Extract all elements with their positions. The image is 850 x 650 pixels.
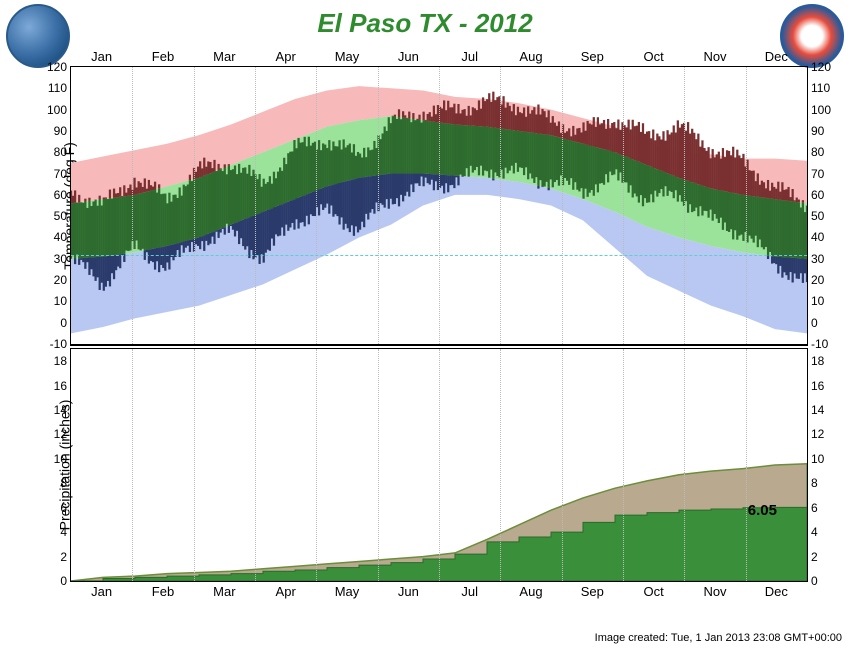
- month-label-bottom: Feb: [152, 584, 174, 599]
- ytick-label: 110: [48, 81, 71, 95]
- month-label-bottom: Dec: [765, 584, 788, 599]
- month-label-top: Oct: [644, 49, 664, 64]
- month-label-top: Sep: [581, 49, 604, 64]
- ytick-label: 8: [807, 476, 818, 490]
- month-label-top: Aug: [519, 49, 542, 64]
- ytick-label: 70: [54, 167, 71, 181]
- ytick-label: 12: [54, 427, 71, 441]
- ytick-label: 12: [807, 427, 824, 441]
- month-label-bottom: Jun: [398, 584, 419, 599]
- month-label-bottom: Mar: [213, 584, 235, 599]
- ytick-label: 6: [60, 501, 71, 515]
- month-label-top: Apr: [276, 49, 296, 64]
- ytick-label: 8: [60, 476, 71, 490]
- ytick-label: 2: [807, 550, 818, 564]
- month-label-top: Mar: [213, 49, 235, 64]
- ytick-label: 90: [807, 124, 824, 138]
- precip-annotation: 6.05: [748, 502, 777, 519]
- ytick-label: 14: [54, 403, 71, 417]
- month-label-top: Nov: [703, 49, 726, 64]
- ytick-label: 4: [807, 525, 818, 539]
- month-label-top: Jan: [91, 49, 112, 64]
- footer-timestamp: Image created: Tue, 1 Jan 2013 23:08 GMT…: [595, 632, 842, 644]
- ytick-label: 20: [54, 273, 71, 287]
- ytick-label: 0: [60, 316, 71, 330]
- ytick-label: 60: [54, 188, 71, 202]
- noaa-logo: [6, 4, 70, 68]
- ytick-label: -10: [50, 337, 71, 351]
- ytick-label: 120: [807, 60, 831, 74]
- month-label-bottom: Jan: [91, 584, 112, 599]
- ytick-label: 10: [54, 452, 71, 466]
- ytick-label: 10: [807, 294, 824, 308]
- ytick-label: 60: [807, 188, 824, 202]
- ytick-label: 4: [60, 525, 71, 539]
- month-label-bottom: Nov: [703, 584, 726, 599]
- ytick-label: 30: [54, 252, 71, 266]
- ytick-label: 50: [807, 209, 824, 223]
- chart-title: El Paso TX - 2012: [0, 0, 850, 39]
- month-label-top: Feb: [152, 49, 174, 64]
- ytick-label: 80: [807, 145, 824, 159]
- month-label-top: Jun: [398, 49, 419, 64]
- month-label-bottom: Aug: [519, 584, 542, 599]
- precip-panel: Precipitation (inches) 00224466881010121…: [70, 348, 808, 582]
- month-label-bottom: Oct: [644, 584, 664, 599]
- temperature-panel: Temperature (deg F) -10-1000101020203030…: [70, 66, 808, 346]
- month-label-bottom: Sep: [581, 584, 604, 599]
- ytick-label: 14: [807, 403, 824, 417]
- freeze-line: [71, 255, 807, 256]
- ytick-label: 90: [54, 124, 71, 138]
- ytick-label: 50: [54, 209, 71, 223]
- ytick-label: 10: [54, 294, 71, 308]
- ytick-label: 18: [807, 354, 824, 368]
- ytick-label: 0: [60, 574, 71, 588]
- ytick-label: 18: [54, 354, 71, 368]
- ytick-label: 6: [807, 501, 818, 515]
- month-label-top: Jul: [461, 49, 478, 64]
- ytick-label: 2: [60, 550, 71, 564]
- ytick-label: 110: [807, 81, 830, 95]
- ytick-label: 30: [807, 252, 824, 266]
- ytick-label: 16: [807, 379, 824, 393]
- month-label-bottom: Jul: [461, 584, 478, 599]
- chart-area: Temperature (deg F) -10-1000101020203030…: [70, 48, 808, 600]
- ytick-label: -10: [807, 337, 828, 351]
- ytick-label: 120: [47, 60, 71, 74]
- month-label-bottom: May: [335, 584, 360, 599]
- ytick-label: 100: [47, 103, 71, 117]
- ytick-label: 0: [807, 574, 818, 588]
- ytick-label: 16: [54, 379, 71, 393]
- month-label-bottom: Apr: [276, 584, 296, 599]
- ytick-label: 70: [807, 167, 824, 181]
- month-label-top: Dec: [765, 49, 788, 64]
- ytick-label: 20: [807, 273, 824, 287]
- ytick-label: 0: [807, 316, 818, 330]
- ytick-label: 100: [807, 103, 831, 117]
- ytick-label: 80: [54, 145, 71, 159]
- ytick-label: 40: [54, 230, 71, 244]
- ytick-label: 10: [807, 452, 824, 466]
- month-label-top: May: [335, 49, 360, 64]
- ytick-label: 40: [807, 230, 824, 244]
